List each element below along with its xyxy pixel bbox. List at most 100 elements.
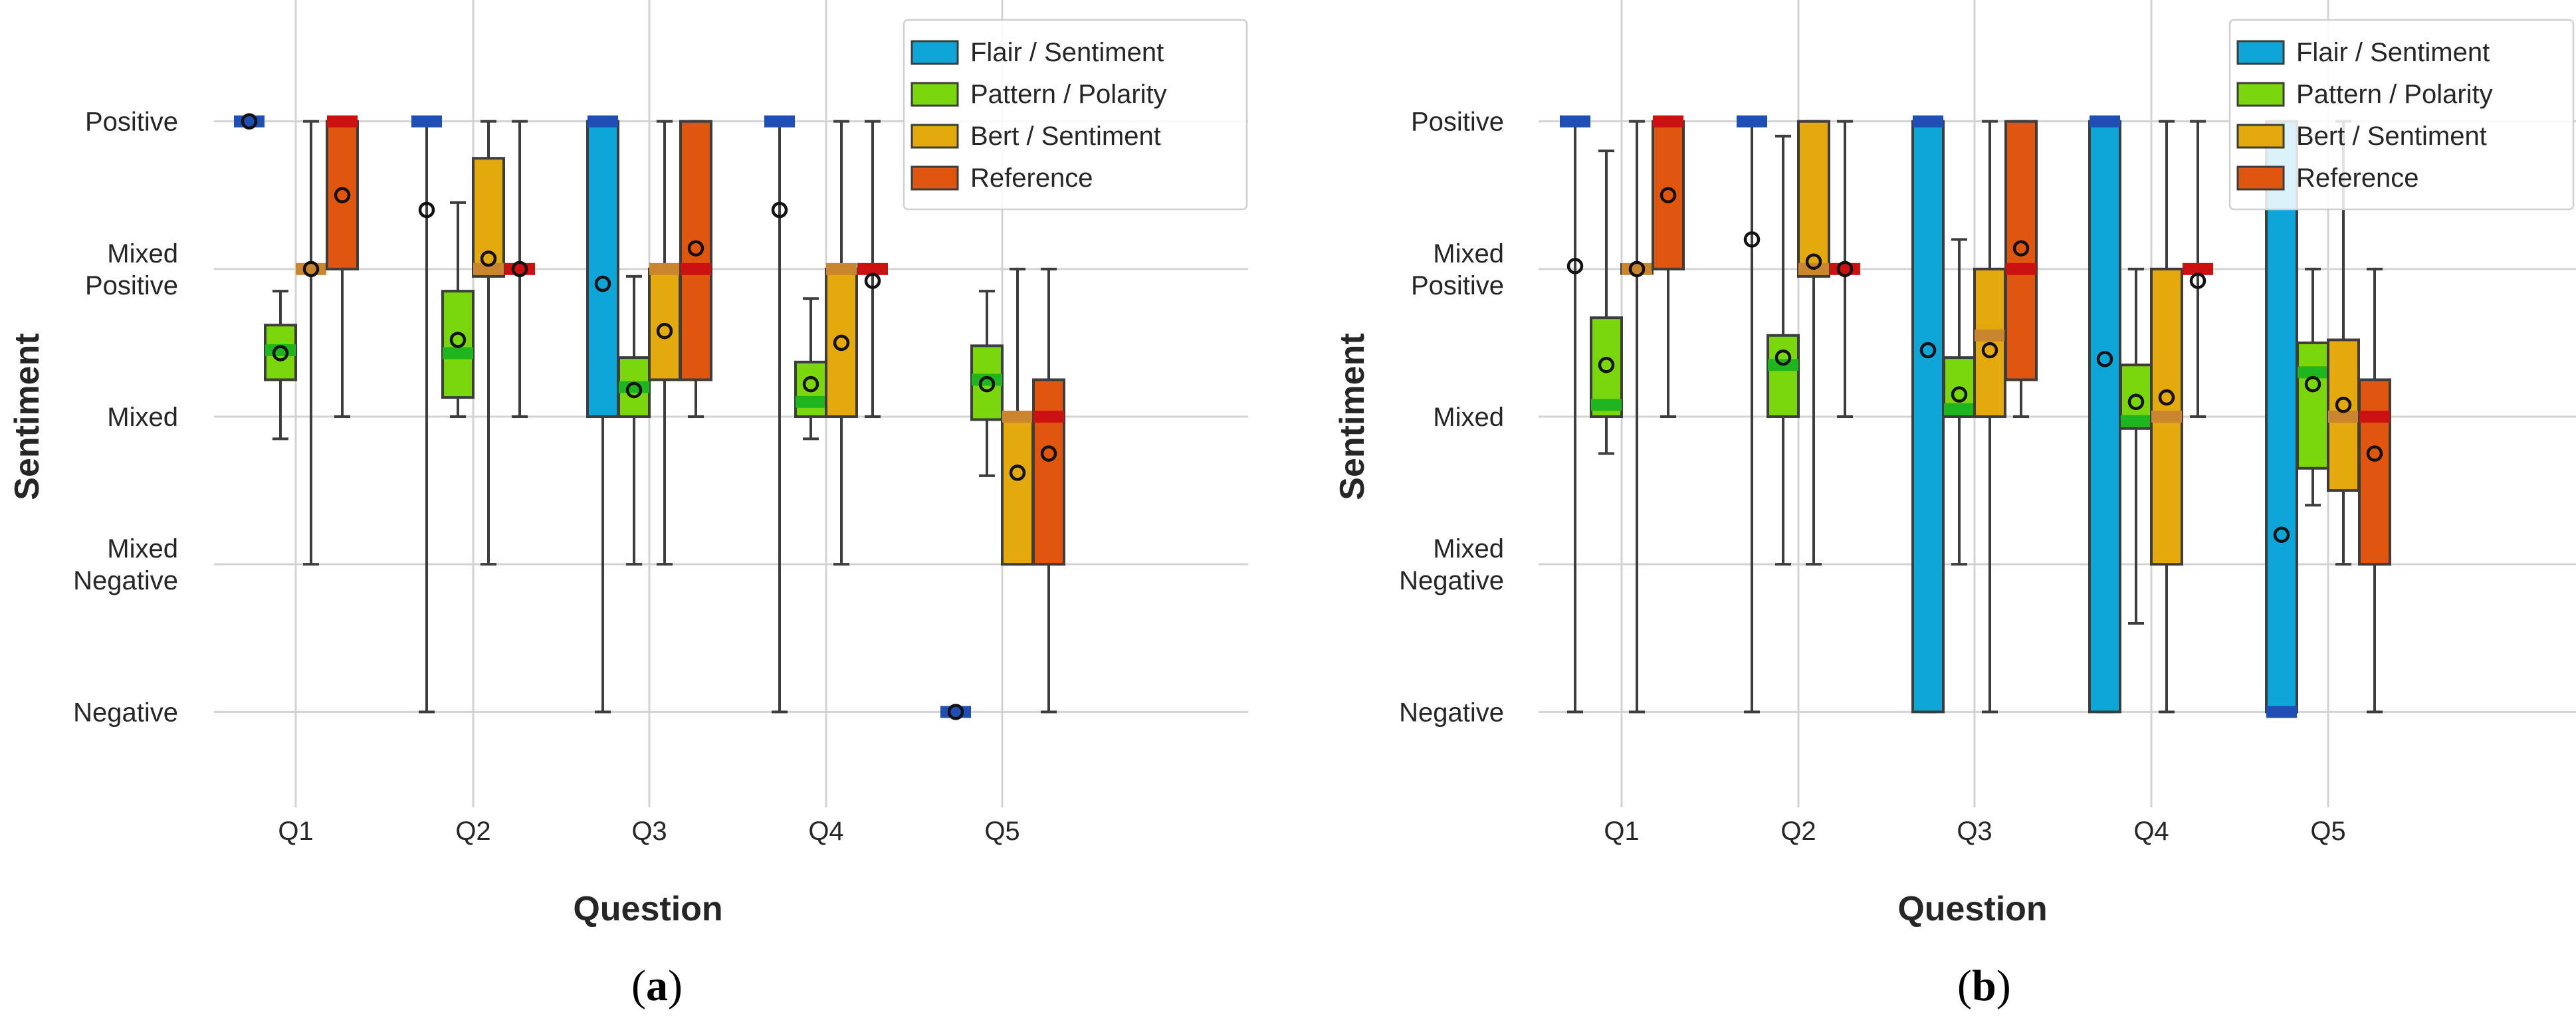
box-pattern-polarity-q5 [2296, 267, 2329, 507]
y-tick-line: Negative [1399, 698, 1504, 727]
median-band [234, 115, 265, 128]
mean-marker [418, 201, 435, 219]
box-flair-sentiment-q3 [1911, 115, 1945, 714]
box-pattern-polarity-q3 [1943, 238, 1976, 566]
legend-swatch [911, 82, 959, 107]
median-band [2090, 115, 2120, 128]
panel-caption: (b) [1957, 962, 2011, 1010]
median-band [940, 706, 971, 718]
x-tick-label: Q2 [455, 817, 490, 846]
median-band [1560, 115, 1590, 128]
median-band [1002, 411, 1033, 423]
mean-marker [1805, 253, 1822, 270]
legend-swatch [2236, 82, 2285, 107]
box-body [472, 157, 505, 278]
mean-marker [771, 201, 788, 219]
box-pattern-polarity-q1 [264, 290, 297, 441]
median-band [1737, 115, 1767, 128]
median-band [796, 395, 826, 408]
box-body [2088, 120, 2121, 714]
median-band [504, 262, 535, 275]
y-tick-line: Positive [1411, 271, 1504, 300]
y-tick-label: Mixed Negative [73, 534, 178, 595]
mean-marker [947, 704, 964, 720]
mean-marker [1774, 349, 1792, 366]
legend-swatch [2236, 124, 2285, 149]
box-pattern-polarity-q2 [1767, 134, 1800, 566]
y-tick-line: Positive [1411, 108, 1504, 137]
box-body [825, 267, 858, 418]
box-body [2358, 378, 2391, 566]
median-band [1975, 329, 2005, 342]
legend-swatch [2236, 165, 2285, 191]
x-tick-label: Q2 [1780, 817, 1816, 846]
median-band [649, 262, 680, 275]
box-reference-q4 [2183, 120, 2213, 418]
box-pattern-polarity-q4 [2119, 267, 2153, 625]
x-tick-label: Q5 [984, 817, 1020, 846]
legend-swatch [911, 165, 959, 191]
median-band [411, 115, 442, 128]
median-band [327, 115, 358, 128]
mean-marker [449, 332, 467, 348]
median-band [2298, 366, 2328, 379]
box-bert-sentiment-q5 [2327, 120, 2360, 566]
caption-close: ) [1996, 962, 2011, 1010]
mean-marker [2127, 393, 2145, 411]
y-tick-line: Negative [73, 566, 178, 595]
legend-swatch [911, 124, 959, 149]
median-band [1913, 115, 1943, 128]
median-band [2121, 415, 2151, 427]
legend: Flair / Sentiment Pattern / Polarity Bert … [903, 19, 1248, 211]
y-axis-label: Sentiment [1333, 333, 1372, 500]
box-body [2004, 120, 2038, 381]
mean-marker [594, 275, 611, 292]
box-reference-q3 [679, 120, 712, 418]
box-bert-sentiment-q2 [472, 120, 505, 566]
mean-marker [687, 240, 704, 257]
box-reference-q1 [326, 115, 359, 418]
median-band [473, 262, 504, 275]
y-tick-line: Mixed [1433, 239, 1504, 268]
x-tick-label: Q3 [631, 817, 667, 846]
box-reference-q1 [1652, 115, 1685, 418]
y-tick-label: Positive [85, 108, 178, 137]
median-band [588, 115, 618, 128]
box-flair-sentiment-q4 [764, 115, 795, 714]
mean-marker [2273, 526, 2290, 543]
median-band [1653, 115, 1683, 128]
legend-label: Bert / Sentiment [2296, 122, 2487, 151]
legend-label: Bert / Sentiment [970, 122, 1161, 151]
median-band [972, 373, 1002, 386]
legend-swatch [2236, 40, 2285, 65]
median-band [1033, 411, 1064, 423]
legend-label: Pattern / Polarity [970, 80, 1167, 109]
mean-marker [2304, 375, 2321, 393]
mean-marker [833, 334, 850, 352]
mean-marker [241, 113, 258, 130]
mean-marker [1660, 187, 1677, 203]
y-tick-label: Negative [1399, 698, 1504, 727]
box-body [1652, 120, 1685, 270]
legend-label: Reference [2296, 163, 2419, 193]
box-bert-sentiment-q5 [1001, 267, 1034, 566]
box-pattern-polarity-q5 [970, 290, 1004, 477]
x-tick-label: Q1 [1604, 817, 1639, 846]
box-flair-sentiment-q2 [1737, 115, 1767, 714]
box-flair-sentiment-q1 [1560, 115, 1590, 714]
x-tick-label: Q1 [278, 817, 313, 846]
box-bert-sentiment-q1 [296, 120, 326, 566]
y-tick-label: Mixed [107, 403, 178, 432]
box-body [1767, 334, 1800, 419]
box-pattern-polarity-q2 [441, 201, 475, 418]
mean-marker [1743, 231, 1761, 248]
caption-close: ) [668, 962, 683, 1010]
mean-marker [2189, 272, 2206, 289]
y-axis-label: Sentiment [8, 333, 47, 500]
box-body [586, 120, 619, 419]
box-flair-sentiment-q2 [411, 115, 442, 714]
box-body [2296, 341, 2329, 470]
mean-marker [1981, 342, 1998, 359]
y-tick-line: Negative [73, 698, 178, 727]
